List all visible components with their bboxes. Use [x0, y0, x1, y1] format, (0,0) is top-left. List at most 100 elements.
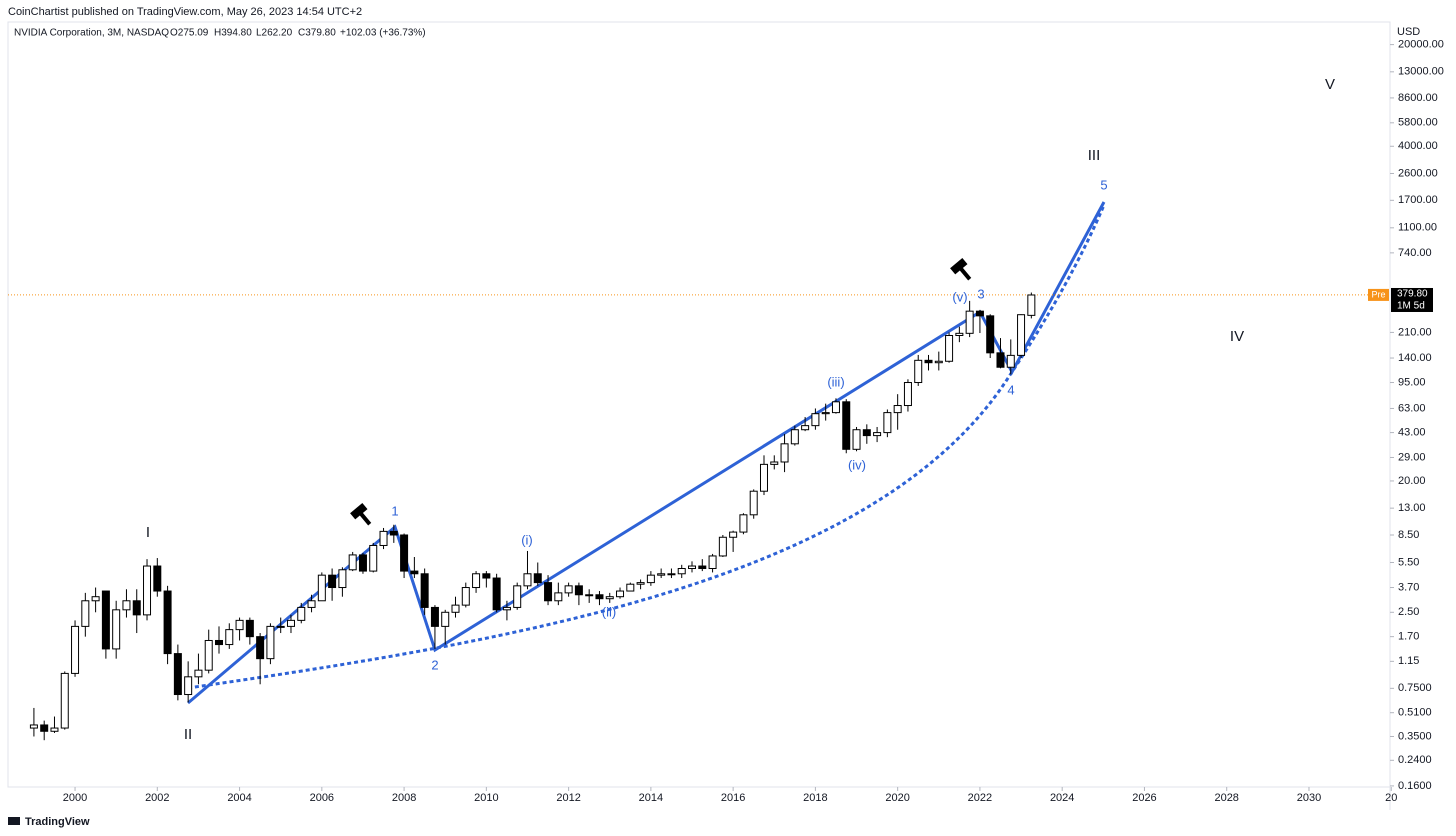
x-tick-label: 2026 — [1132, 792, 1156, 804]
candle-body — [184, 676, 193, 696]
candle-body — [1017, 314, 1026, 356]
y-tick-label: 5800.00 — [1398, 117, 1438, 129]
candle-body — [698, 565, 707, 570]
y-tick-label: 2600.00 — [1398, 167, 1438, 179]
candle-body — [574, 585, 583, 596]
wave-label: 3 — [977, 286, 984, 301]
candle-body — [112, 609, 121, 650]
wave-curve — [187, 204, 1106, 690]
candle-body — [688, 565, 697, 570]
candle-body — [852, 429, 861, 450]
candle-body — [50, 727, 59, 732]
candle-body — [616, 590, 625, 598]
candle-body — [91, 596, 100, 602]
wave-label: (ii) — [602, 604, 616, 619]
candle-body — [801, 425, 810, 431]
candle-body — [708, 555, 717, 570]
x-tick-label: 2022 — [968, 792, 992, 804]
candle-body — [40, 724, 49, 732]
y-tick-label: 8600.00 — [1398, 92, 1438, 104]
ohlc-open: O275.09 — [170, 28, 209, 39]
hammer-icon — [950, 257, 972, 281]
hammer-icon — [350, 502, 372, 526]
candle-body — [996, 352, 1005, 368]
candle-body — [780, 443, 789, 463]
candle-body — [945, 334, 954, 362]
candle-body — [348, 554, 357, 571]
candle-body — [225, 629, 234, 646]
candle-body — [256, 636, 265, 660]
x-tick-label: 2000 — [63, 792, 87, 804]
x-tick-label: 2016 — [721, 792, 745, 804]
candle-body — [307, 600, 316, 608]
candle-body — [461, 587, 470, 606]
wave-label: III — [1088, 147, 1101, 164]
last-price-badge — [1391, 287, 1433, 312]
x-tick-label: 2008 — [392, 792, 416, 804]
wave-label: (iii) — [827, 374, 844, 389]
wave-label: (i) — [521, 532, 533, 547]
premarket-tag — [1368, 288, 1389, 301]
y-tick-label: 3.70 — [1398, 581, 1419, 593]
ohlc-close: C379.80 — [298, 28, 336, 39]
candle-body — [739, 514, 748, 533]
candle-body — [400, 534, 409, 572]
candle-body — [544, 582, 553, 602]
candle-body — [379, 530, 388, 546]
symbol: NVIDIA Corporation, 3M, NASDAQ — [14, 28, 169, 39]
y-tick-label: 0.2400 — [1398, 754, 1432, 766]
candle-body — [163, 590, 172, 655]
y-tick-label: 13.00 — [1398, 502, 1426, 514]
candle-body — [842, 401, 851, 450]
y-tick-label: 20000.00 — [1398, 39, 1444, 51]
candle-body — [441, 611, 450, 627]
candle-body — [502, 606, 511, 611]
wave-label: I — [146, 524, 150, 541]
candle-body — [595, 594, 604, 600]
candle-body — [523, 573, 532, 587]
premarket-label: Pre — [1371, 289, 1385, 299]
candle-body — [811, 413, 820, 427]
y-tick-label: 0.3500 — [1398, 730, 1432, 742]
candle-body — [132, 600, 141, 616]
candle-body — [430, 606, 439, 627]
x-tick-label: 20 — [1385, 792, 1397, 804]
y-tick-label: 1.70 — [1398, 631, 1419, 643]
x-tick-label: 2004 — [227, 792, 251, 804]
wave-label: IV — [1230, 328, 1244, 345]
candle-body — [790, 429, 799, 445]
candle-body — [153, 565, 162, 592]
candle-body — [667, 573, 676, 576]
y-tick-label: 5.50 — [1398, 556, 1419, 568]
y-tick-label: 4000.00 — [1398, 140, 1438, 152]
candle-body — [215, 639, 224, 646]
candle-body — [266, 625, 275, 660]
candle-body — [554, 592, 563, 602]
candle-body — [286, 619, 295, 627]
candle-body — [194, 669, 203, 678]
candle-body — [81, 600, 90, 627]
candle-body — [513, 585, 522, 608]
candle-body — [1027, 294, 1036, 316]
change: +102.03 (+36.73%) — [340, 28, 426, 39]
x-tick-label: 2028 — [1214, 792, 1238, 804]
ohlc-high: H394.80 — [214, 28, 252, 39]
wave-label: 2 — [431, 657, 438, 672]
candle-body — [173, 653, 182, 696]
candle-body — [482, 573, 491, 579]
candle-body — [965, 310, 974, 334]
wave-label: V — [1325, 76, 1335, 93]
candle-body — [636, 582, 645, 585]
footer: TradingView — [25, 816, 90, 828]
candle-body — [893, 405, 902, 414]
candle-body — [564, 585, 573, 594]
candle-body — [657, 573, 666, 576]
y-tick-label: 8.50 — [1398, 529, 1419, 541]
candle-body — [122, 600, 131, 611]
candle-body — [29, 724, 38, 729]
candle-body — [235, 619, 244, 631]
y-tick-label: 20.00 — [1398, 475, 1426, 487]
candle-body — [934, 360, 943, 364]
wave-label: II — [184, 726, 192, 743]
y-tick-label: 0.1600 — [1398, 780, 1432, 792]
